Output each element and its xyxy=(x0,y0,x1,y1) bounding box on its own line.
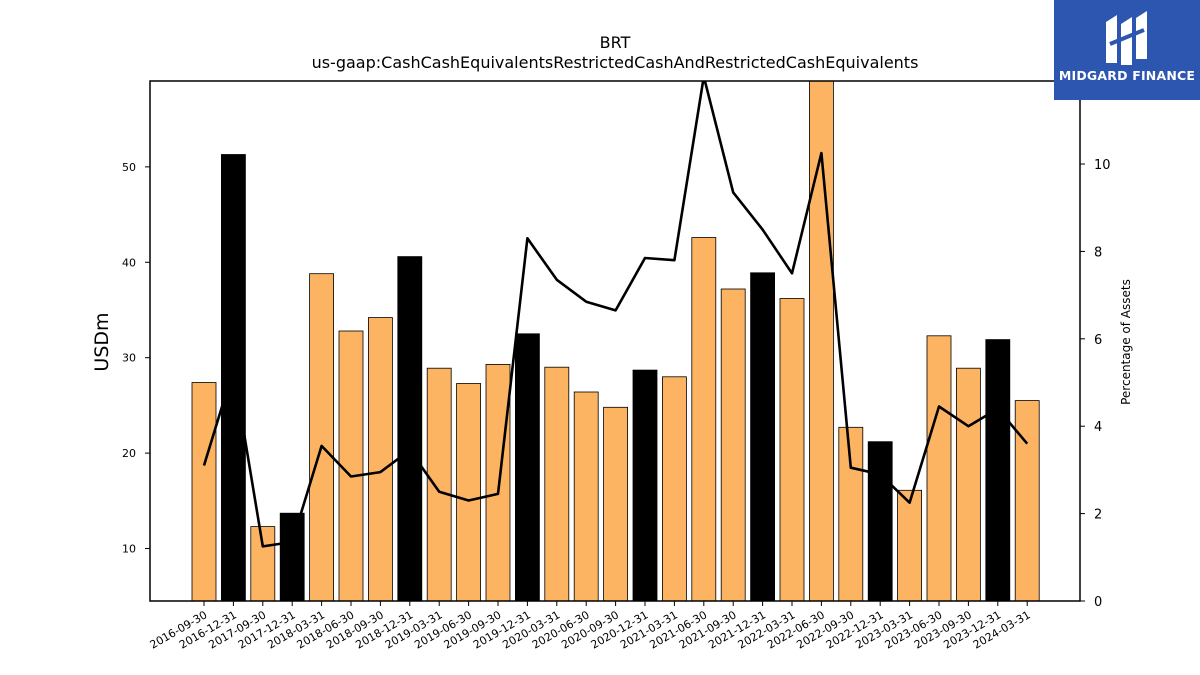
bar xyxy=(250,526,276,601)
y2-tick-label: 10 xyxy=(1094,158,1111,173)
y-axis-label: USDm xyxy=(91,312,113,371)
percentage-line xyxy=(202,81,1029,548)
y2-axis-label: Percentage of Assets xyxy=(1119,279,1133,405)
bar xyxy=(956,367,981,601)
bar xyxy=(426,367,452,601)
bar xyxy=(279,512,305,601)
plot-frame xyxy=(149,80,1081,602)
bar xyxy=(220,154,246,601)
bar xyxy=(367,317,393,601)
bar xyxy=(926,335,952,601)
y2-tick-label: 2 xyxy=(1094,508,1102,523)
bar xyxy=(338,330,364,601)
x-axis: 2016-09-302016-12-312017-09-302017-12-31… xyxy=(148,601,1033,652)
bar xyxy=(191,382,217,601)
bar xyxy=(720,288,746,601)
bar xyxy=(779,298,805,601)
bar xyxy=(985,339,1011,601)
bar xyxy=(515,333,540,601)
logo-mark-icon xyxy=(1106,11,1147,65)
bar xyxy=(309,273,335,601)
brand-logo: MIDGARD FINANCE xyxy=(1054,0,1200,100)
bar xyxy=(838,426,864,601)
bar xyxy=(897,489,922,601)
y-axis-primary: 10 20 30 40 50 xyxy=(122,161,150,556)
y2-tick-label: 6 xyxy=(1094,333,1102,348)
line-series xyxy=(202,81,1029,548)
y2-tick-label: 0 xyxy=(1094,595,1102,610)
logo-text: MIDGARD FINANCE xyxy=(1058,68,1196,83)
y-tick-label: 10 xyxy=(122,543,136,556)
bar xyxy=(456,383,482,601)
bar xyxy=(691,237,717,601)
y-tick-label: 50 xyxy=(122,161,136,174)
y-tick-label: 30 xyxy=(122,352,136,365)
bar xyxy=(1014,400,1040,601)
y-tick-label: 40 xyxy=(122,256,136,269)
bar xyxy=(662,376,687,601)
chart-subtitle: us-gaap:CashCashEquivalentsRestrictedCas… xyxy=(312,53,919,72)
y-tick-label: 20 xyxy=(122,447,136,460)
bar xyxy=(632,369,658,601)
bar xyxy=(809,81,834,601)
bar xyxy=(867,441,893,601)
bar xyxy=(750,272,775,601)
bar xyxy=(397,256,423,601)
bar xyxy=(544,366,570,601)
bar-series xyxy=(191,81,1040,601)
y2-tick-label: 4 xyxy=(1094,420,1102,435)
bar xyxy=(603,406,628,601)
bar xyxy=(573,391,599,601)
chart-title: BRT xyxy=(600,33,631,52)
y2-tick-label: 8 xyxy=(1094,245,1102,260)
y-axis-secondary: 0 2 4 6 8 10 xyxy=(1080,158,1111,610)
